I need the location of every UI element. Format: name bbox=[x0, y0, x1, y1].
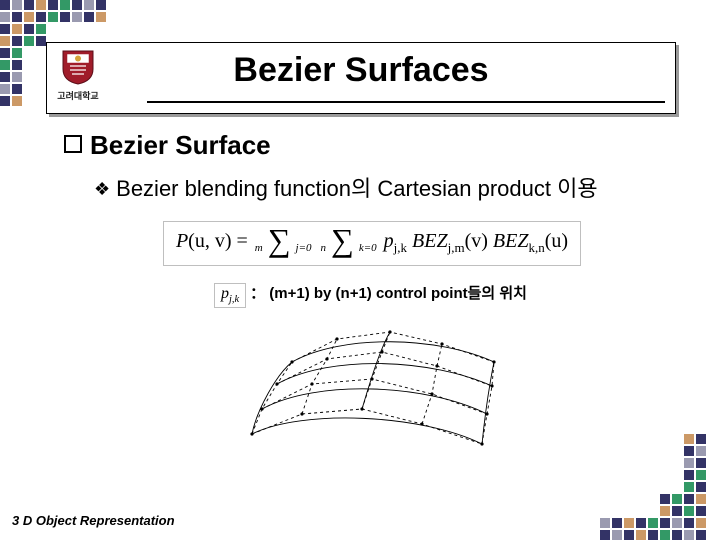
formula-lhs-p: P bbox=[176, 230, 188, 252]
term-bez1-arg: (v) bbox=[465, 230, 488, 252]
diamond-bullet-icon: ❖ bbox=[94, 179, 110, 200]
term-bez2-arg: (u) bbox=[545, 230, 568, 252]
term-bez2-sub: k,n bbox=[528, 240, 544, 255]
control-point-description: pj,k： (m+1) by (n+1) control point들의 위치 bbox=[214, 282, 680, 308]
title-rule bbox=[147, 101, 665, 103]
slide: 고려대학교 Bezier Surfaces Bezier Surface ❖Be… bbox=[0, 0, 720, 540]
term-bez1-sub: j,m bbox=[448, 240, 465, 255]
title-card: 고려대학교 Bezier Surfaces bbox=[46, 42, 676, 114]
term-p-sub: j,k bbox=[394, 240, 407, 255]
heading-level-2: ❖ Bezier blending function의 Cartesian pro… bbox=[94, 171, 680, 203]
sum2-top: n bbox=[321, 242, 327, 254]
sigma-icon: ∑ bbox=[331, 222, 354, 258]
sigma-icon: ∑ bbox=[268, 222, 291, 258]
formula-block: P(u, v) = m ∑ j=0 n ∑ k=0 pj,k BEZj,m(v)… bbox=[64, 221, 680, 266]
footer-text: 3 D Object Representation bbox=[12, 513, 175, 528]
university-name: 고려대학교 bbox=[55, 92, 101, 101]
summation-2: n ∑ k=0 bbox=[321, 228, 377, 257]
cp-symbol-p: p bbox=[221, 285, 229, 302]
slide-body: Bezier Surface ❖ Bezier blending function… bbox=[64, 130, 680, 499]
term-bez2: BEZ bbox=[493, 230, 529, 252]
summation-1: m ∑ j=0 bbox=[255, 228, 312, 257]
sum1-bot: j=0 bbox=[296, 242, 312, 254]
cp-desc-text: ： (m+1) by (n+1) control point들의 위치 bbox=[250, 285, 527, 302]
cp-symbol-sub: j,k bbox=[229, 294, 239, 305]
term-p: p bbox=[384, 230, 394, 252]
bezier-surface-formula: P(u, v) = m ∑ j=0 n ∑ k=0 pj,k BEZj,m(v)… bbox=[163, 221, 581, 266]
slide-title: Bezier Surfaces bbox=[47, 51, 675, 90]
heading-2-text: Bezier blending function의 Cartesian prod… bbox=[116, 176, 597, 201]
formula-lhs-args: (u, v) = bbox=[188, 230, 253, 252]
bezier-surface-figure bbox=[64, 314, 680, 499]
heading-1-text: Bezier Surface bbox=[90, 130, 271, 160]
heading-level-1: Bezier Surface bbox=[64, 130, 680, 161]
term-bez1: BEZ bbox=[412, 230, 448, 252]
sum1-top: m bbox=[255, 242, 263, 254]
hollow-square-bullet-icon bbox=[64, 135, 82, 153]
control-point-symbol: pj,k bbox=[214, 283, 246, 308]
sum2-bot: k=0 bbox=[359, 242, 377, 254]
